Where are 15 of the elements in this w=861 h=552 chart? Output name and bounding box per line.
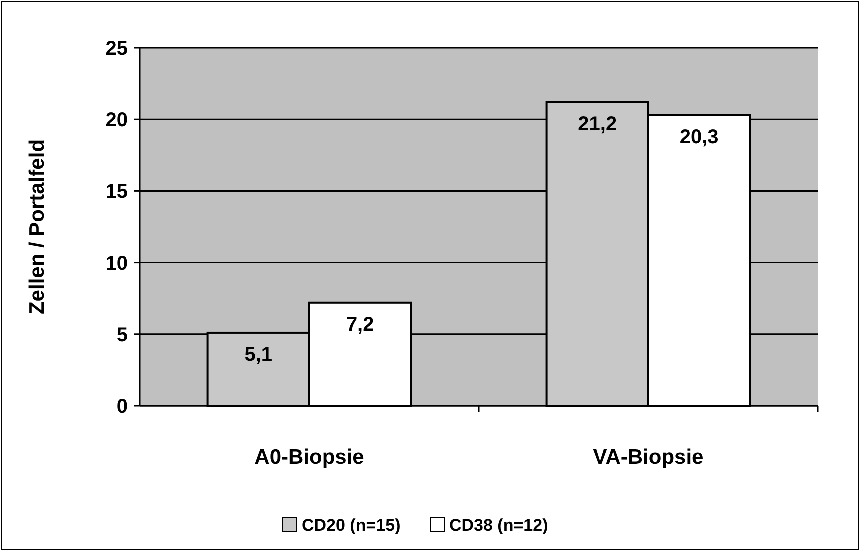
y-tick-label: 5 [116,324,128,346]
y-tick-label: 25 [106,38,128,60]
y-axis-title: Zellen / Portalfeld [26,139,49,315]
data-label: 21,2 [578,113,618,136]
y-tick-label: 10 [106,252,128,275]
data-label: 7,2 [346,314,374,336]
x-tick-label: VA-Biopsie [593,446,704,469]
data-label: 5,1 [244,344,273,366]
y-tick-label: 15 [106,181,128,204]
x-tick-label: A0-Biopsie [254,446,364,469]
y-tick-label: 20 [106,110,128,132]
legend-label: CD38 (n=12) [450,516,548,535]
data-label: 20,3 [680,126,719,148]
legend-label: CD20 (n=15) [302,516,401,535]
y-tick-label: 0 [116,396,128,418]
